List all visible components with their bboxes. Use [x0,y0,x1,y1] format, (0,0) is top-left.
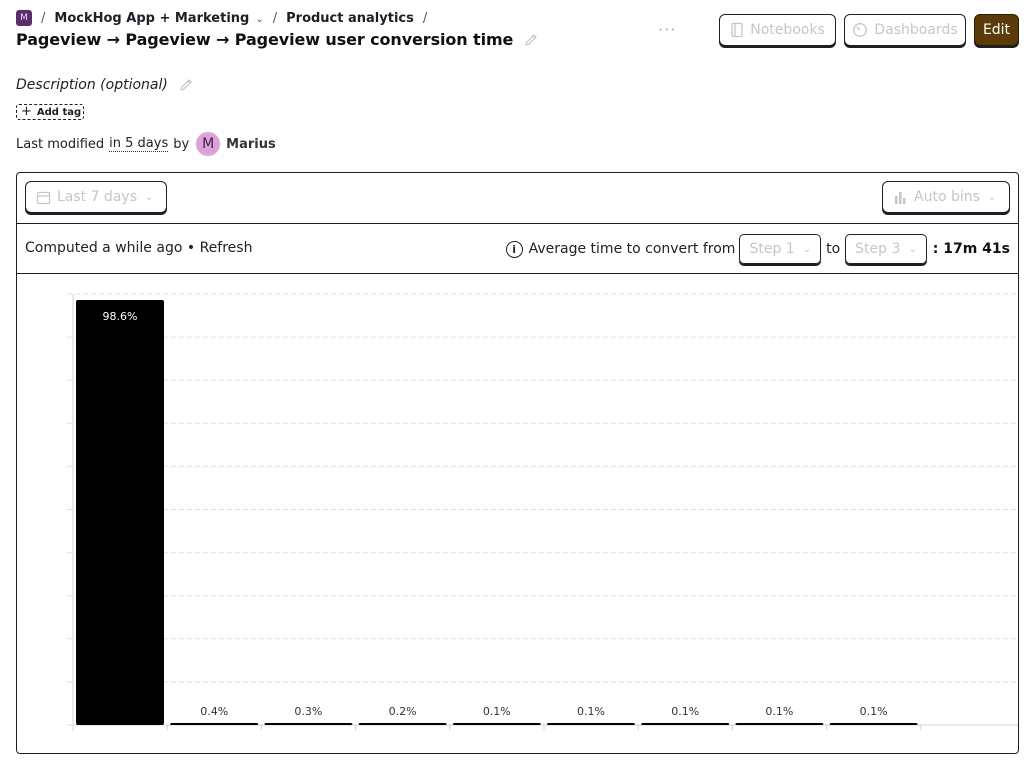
last-modified-row: Last modified in 5 days by M Marius [16,132,276,156]
pencil-icon[interactable] [178,77,194,93]
filter-bar: Last 7 days ⌄ Auto bins ⌄ [17,173,1018,224]
bar-value-label: 98.6% [103,310,138,323]
chevron-down-icon: ⌄ [802,243,812,255]
histogram-svg: 98.6% 0.4% 0.3% 0.2% 0.1% 0.1% 0.1% 0.1% 0.1% [67,293,1018,731]
user-name[interactable]: Marius [226,136,276,152]
bins-label: Auto bins [914,189,980,205]
histogram-bar [358,723,447,725]
bar-value-label: 0.1% [671,705,699,718]
gauge-icon [853,23,868,37]
page-title[interactable]: Pageview → Pageview → Pageview user conv… [16,30,514,49]
histogram-bar [452,723,541,725]
bar-value-label: 0.2% [389,705,417,718]
bar-chart-icon [895,191,906,204]
bar-value-label: 0.1% [765,705,793,718]
histogram-bar [170,723,259,725]
conversion-prefix: Average time to convert from [528,241,736,257]
histogram-bar [76,300,164,725]
breadcrumb-project-label: MockHog App + Marketing [54,10,250,26]
breadcrumb-project[interactable]: MockHog App + Marketing ⌄ [54,11,263,26]
pencil-icon[interactable] [523,32,539,48]
notebooks-button[interactable]: Notebooks [719,14,836,46]
histogram-bar [641,723,730,725]
computed-status: Computed a while ago • Refresh [25,240,252,256]
breadcrumb-separator: / [422,10,428,26]
info-bar: Computed a while ago • Refresh i Average… [17,224,1018,274]
date-range-filter[interactable]: Last 7 days ⌄ [25,181,167,213]
conversion-summary: i Average time to convert from Step 1 ⌄ … [505,234,1010,264]
histogram-bar [735,723,824,725]
from-step-value: Step 1 [749,241,795,257]
chevron-down-icon: ⌄ [908,243,917,255]
bar-value-label: 0.4% [200,705,228,718]
computed-text: Computed a while ago [25,240,183,256]
add-tag-label: Add tag [36,106,82,118]
title-row: Pageview → Pageview → Pageview user conv… [16,30,539,49]
info-icon[interactable]: i [505,240,523,258]
edit-button[interactable]: Edit [974,14,1019,46]
dashboards-label: Dashboards [874,22,958,38]
chevron-down-icon: ⌄ [987,191,997,203]
histogram-bar [264,723,353,725]
from-step-select[interactable]: Step 1 ⌄ [739,234,822,264]
to-step-value: Step 3 [855,241,901,257]
last-modified-prefix: Last modified [16,136,105,152]
histogram-bar [829,723,918,725]
insight-panel: Last 7 days ⌄ Auto bins ⌄ Computed a whi… [16,172,1019,754]
dashboards-button[interactable]: Dashboards [844,14,966,46]
plus-icon: + [21,104,32,119]
description-row: Description (optional) [16,77,194,93]
last-modified-by: by [173,136,190,152]
refresh-link[interactable]: Refresh [199,240,253,256]
notebooks-label: Notebooks [750,22,825,38]
bins-filter[interactable]: Auto bins ⌄ [882,181,1010,213]
bar-value-label: 0.3% [294,705,322,718]
breadcrumb-separator: / [272,10,278,26]
conversion-time: : 17m 41s [932,241,1010,257]
calendar-icon [36,191,51,204]
more-icon[interactable]: ··· [658,20,677,39]
histogram-bar [547,723,635,725]
breadcrumb-section[interactable]: Product analytics [286,10,414,26]
bar-value-label: 0.1% [483,705,511,718]
to-word: to [826,241,841,257]
description-field[interactable]: Description (optional) [16,77,168,93]
to-step-select[interactable]: Step 3 ⌄ [845,234,927,264]
notebook-icon [731,22,743,38]
bar-value-label: 0.1% [860,705,888,718]
bullet: • [186,240,196,256]
chevron-down-icon: ⌄ [145,191,154,203]
breadcrumb-separator: / [41,10,46,26]
date-range-label: Last 7 days [57,189,138,205]
histogram-chart: 98.6% 0.4% 0.3% 0.2% 0.1% 0.1% 0.1% 0.1% 0.1% [17,274,1018,753]
breadcrumb: M / MockHog App + Marketing ⌄ / Product a… [16,9,436,27]
avatar[interactable]: M [196,132,221,156]
add-tag-button[interactable]: + Add tag [16,104,84,120]
chevron-down-icon: ⌄ [255,13,264,25]
org-badge[interactable]: M [16,10,32,26]
last-modified-time[interactable]: in 5 days [109,136,169,152]
bar-value-label: 0.1% [577,705,605,718]
